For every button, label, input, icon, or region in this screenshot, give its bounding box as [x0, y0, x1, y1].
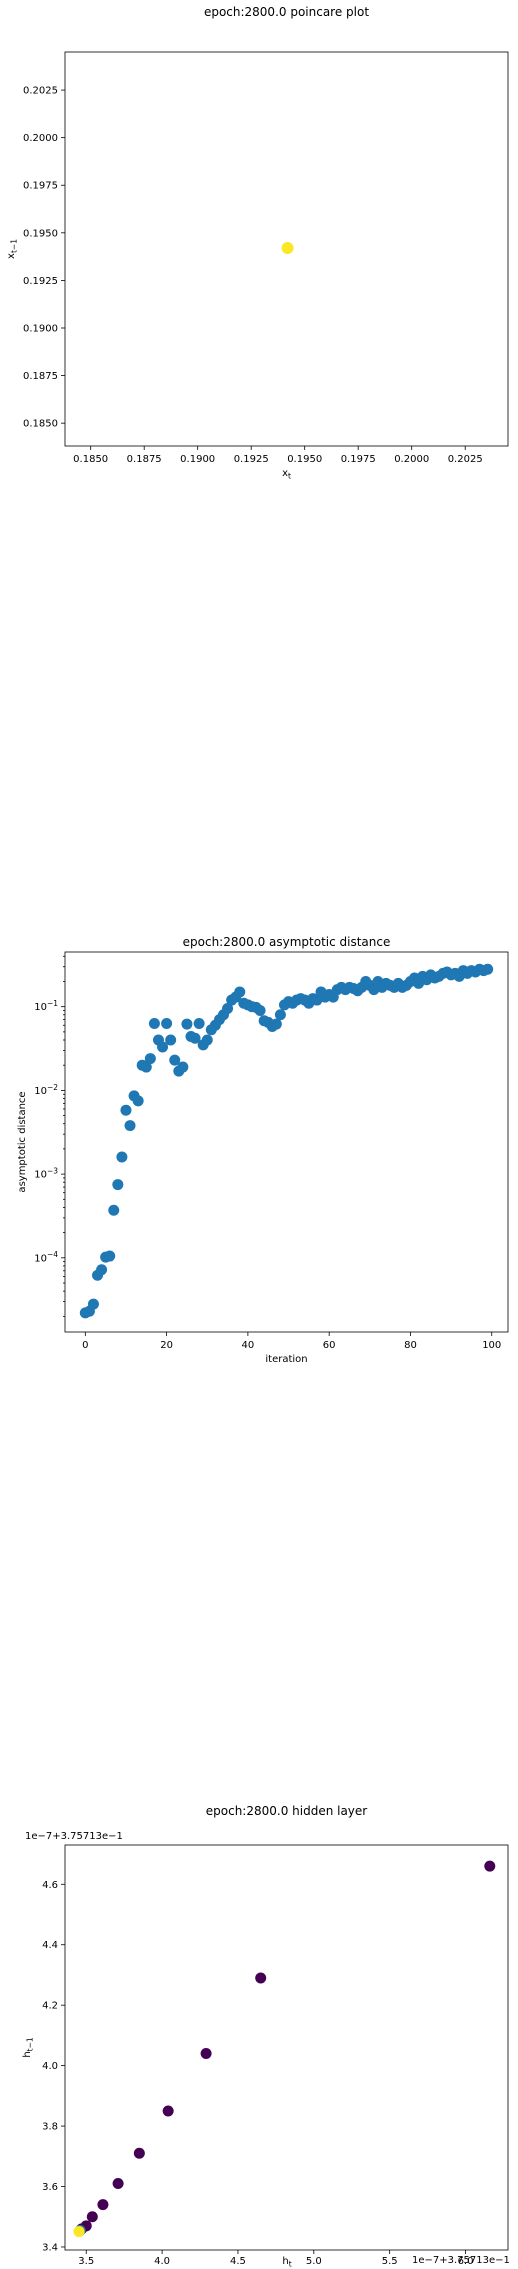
data-point: [201, 1034, 213, 1046]
x-tick-label: 100: [482, 1340, 501, 1351]
data-point: [234, 986, 246, 998]
data-point: [132, 1095, 144, 1107]
data-point: [140, 1061, 152, 1073]
y-tick-label: 0.1950: [23, 228, 58, 239]
data-point: [177, 1061, 189, 1073]
data-point: [161, 1017, 173, 1029]
y-tick-label: 10−2: [34, 1083, 58, 1097]
hidden-layer-chart: epoch:2800.0 hidden layer 1e−7+3.75713e−1…: [22, 1804, 510, 2269]
data-point: [144, 1053, 156, 1065]
data-point: [165, 1034, 177, 1046]
x-tick-label: 60: [323, 1340, 336, 1351]
y-axis-label: asymptotic distance: [17, 1091, 28, 1192]
x-tick-label: 4.0: [154, 2256, 170, 2267]
hidden-layer-plot-frame: [64, 1844, 509, 2251]
data-point: [124, 1120, 136, 1132]
data-point: [112, 2178, 124, 2190]
x-tick-label: 4.5: [230, 2256, 246, 2267]
x-tick-label: 80: [404, 1340, 417, 1351]
x-tick-label: 5.5: [382, 2256, 398, 2267]
y-offset-label: 1e−7+3.75713e−1: [25, 1831, 123, 1842]
x-offset-label: 1e−7+3.75713e−1: [412, 2255, 510, 2266]
y-axis-label: xt−1: [6, 239, 19, 259]
y-tick-label: 0.1975: [23, 181, 58, 192]
data-point: [96, 1264, 108, 1276]
y-tick-label: 3.8: [42, 2122, 58, 2133]
data-point: [116, 1151, 128, 1163]
data-point: [157, 1041, 169, 1053]
x-tick-label: 0.2000: [394, 454, 429, 465]
x-tick-label: 3.5: [78, 2256, 94, 2267]
data-point: [108, 1204, 120, 1216]
data-point: [97, 2199, 109, 2211]
poincare-chart: epoch:2800.0 poincare plot 0.1850 0.1875 0.…: [6, 5, 509, 481]
data-point: [73, 2226, 85, 2238]
y-axis-label: ht−1: [22, 2037, 35, 2058]
x-tick-label: 5.0: [306, 2256, 322, 2267]
data-point: [86, 2211, 98, 2223]
x-tick-label: 20: [160, 1340, 173, 1351]
data-point: [162, 2105, 174, 2117]
data-point: [87, 1298, 99, 1310]
x-tick-label: 0.1950: [287, 454, 322, 465]
y-tick-label: 0.1900: [23, 323, 58, 334]
x-tick-label: 0.1875: [127, 454, 162, 465]
x-axis-label: xt: [282, 468, 291, 481]
data-point: [254, 1005, 266, 1017]
data-point: [255, 1972, 267, 1984]
data-point: [281, 242, 294, 255]
x-tick-label: 0.1975: [341, 454, 376, 465]
x-tick-label: 0: [82, 1340, 88, 1351]
y-tick-label: 4.2: [42, 2001, 58, 2012]
data-point: [482, 963, 494, 975]
data-point: [112, 1179, 124, 1191]
chart-title: epoch:2800.0 asymptotic distance: [183, 935, 391, 949]
data-point: [148, 1017, 160, 1029]
y-tick-label: 0.1875: [23, 371, 58, 382]
data-point: [169, 1054, 181, 1066]
x-axis-label: iteration: [265, 1354, 307, 1365]
chart-title: epoch:2800.0 hidden layer: [206, 1804, 368, 1818]
y-tick-label: 3.4: [42, 2242, 58, 2253]
x-axis-label: ht: [282, 2256, 291, 2269]
x-tick-label: 0.1900: [180, 454, 215, 465]
chart-title: epoch:2800.0 poincare plot: [204, 5, 369, 19]
y-tick-label: 10−1: [34, 999, 58, 1013]
y-tick-label: 3.6: [42, 2182, 58, 2193]
x-tick-label: 0.2025: [448, 454, 483, 465]
data-point: [181, 1018, 193, 1030]
y-tick-label: 4.6: [42, 1880, 58, 1891]
y-tick-label: 0.1925: [23, 276, 58, 287]
x-tick-label: 0.1925: [234, 454, 269, 465]
y-tick-label: 0.1850: [23, 419, 58, 430]
data-point: [120, 1104, 132, 1116]
y-tick-label: 0.2000: [23, 133, 58, 144]
x-tick-label: 40: [242, 1340, 255, 1351]
data-point: [274, 1009, 286, 1021]
data-point: [104, 1250, 116, 1262]
asymptotic-distance-chart: epoch:2800.0 asymptotic distance 0 20 40 60 8…: [17, 935, 509, 1365]
y-tick-label: 0.2025: [23, 86, 58, 97]
y-tick-label: 4.4: [42, 1940, 58, 1951]
y-tick-label: 4.0: [42, 2061, 58, 2072]
data-point: [200, 2048, 212, 2060]
data-point: [133, 2147, 145, 2159]
data-point: [193, 1017, 205, 1029]
y-tick-label: 10−3: [34, 1166, 58, 1180]
x-tick-label: 0.1850: [73, 454, 108, 465]
poincare-plot-frame: [64, 51, 509, 447]
data-point: [484, 1860, 496, 1872]
y-tick-label: 10−4: [34, 1250, 58, 1264]
data-point: [270, 1018, 282, 1030]
x-tick-label: 6.0: [458, 2256, 474, 2267]
data-point: [189, 1032, 201, 1044]
asymptotic-plot-frame: [64, 951, 509, 1333]
data-point: [222, 1003, 234, 1015]
